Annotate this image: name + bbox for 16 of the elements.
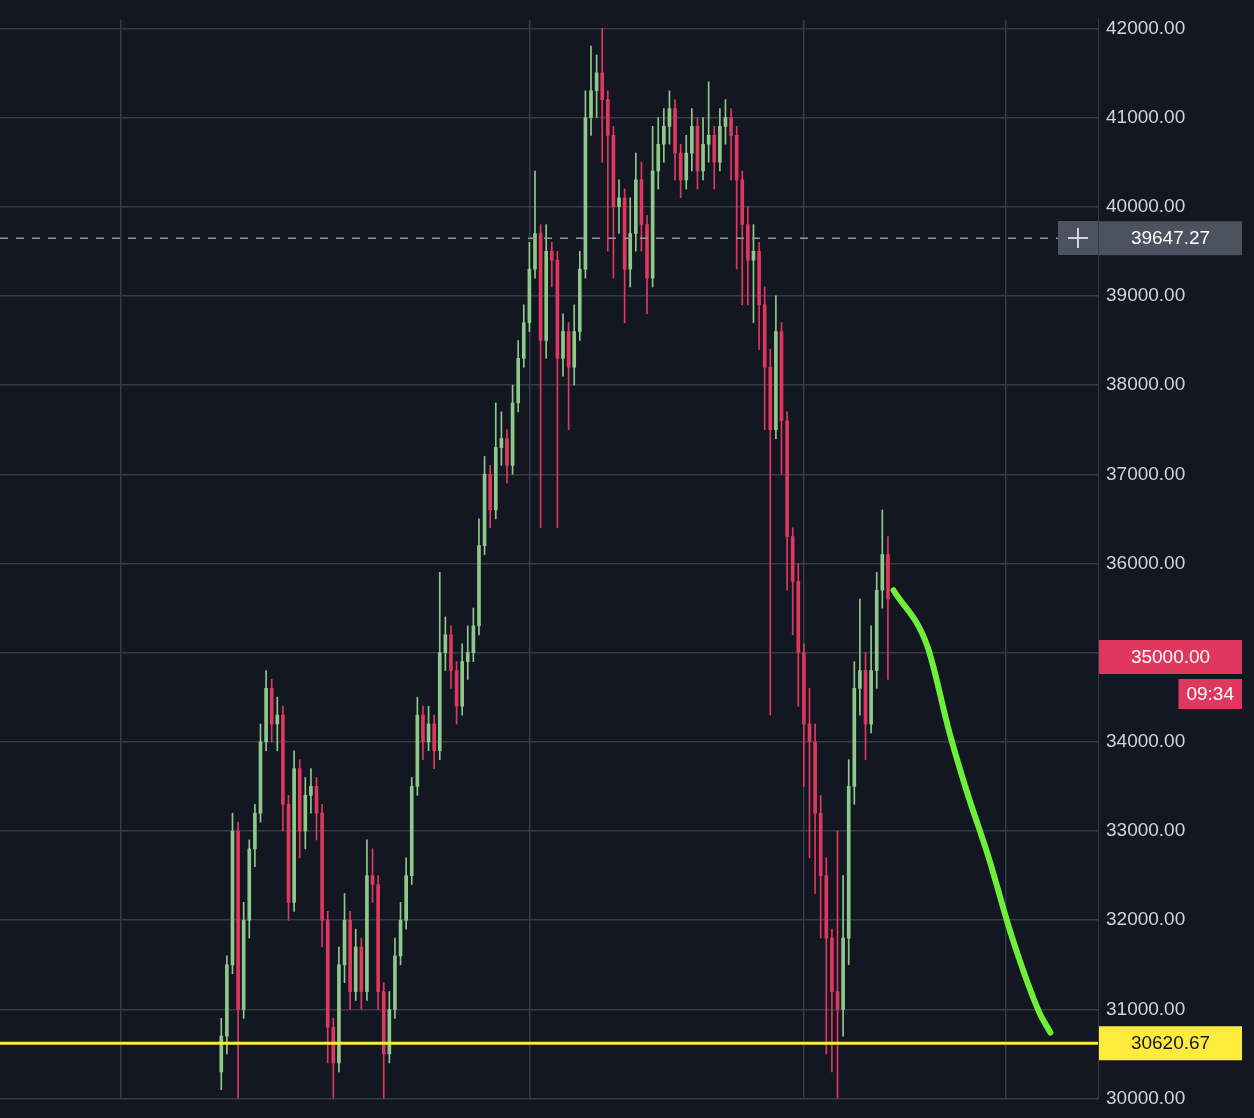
- y-tick-label: 33000.00: [1106, 819, 1186, 841]
- text: 35000.00: [1130, 646, 1211, 668]
- ref-line-label: 39647.27: [1130, 227, 1211, 249]
- y-tick-label: 39000.00: [1106, 284, 1186, 306]
- y-tick-label: 32000.00: [1106, 908, 1186, 930]
- y-tick-label: 34000.00: [1106, 730, 1186, 752]
- y-tick-label: 31000.00: [1106, 997, 1186, 1019]
- text: 09:34: [1186, 683, 1235, 705]
- y-tick-label: 38000.00: [1106, 373, 1186, 395]
- y-tick-label: 42000.00: [1106, 16, 1186, 38]
- ref-line-label: 30620.67: [1130, 1032, 1211, 1054]
- y-tick-label: 41000.00: [1106, 105, 1186, 127]
- y-tick-label: 37000.00: [1106, 462, 1186, 484]
- y-tick-label: 36000.00: [1106, 551, 1186, 573]
- y-tick-label: 30000.00: [1106, 1086, 1186, 1108]
- y-tick-label: 40000.00: [1106, 194, 1186, 216]
